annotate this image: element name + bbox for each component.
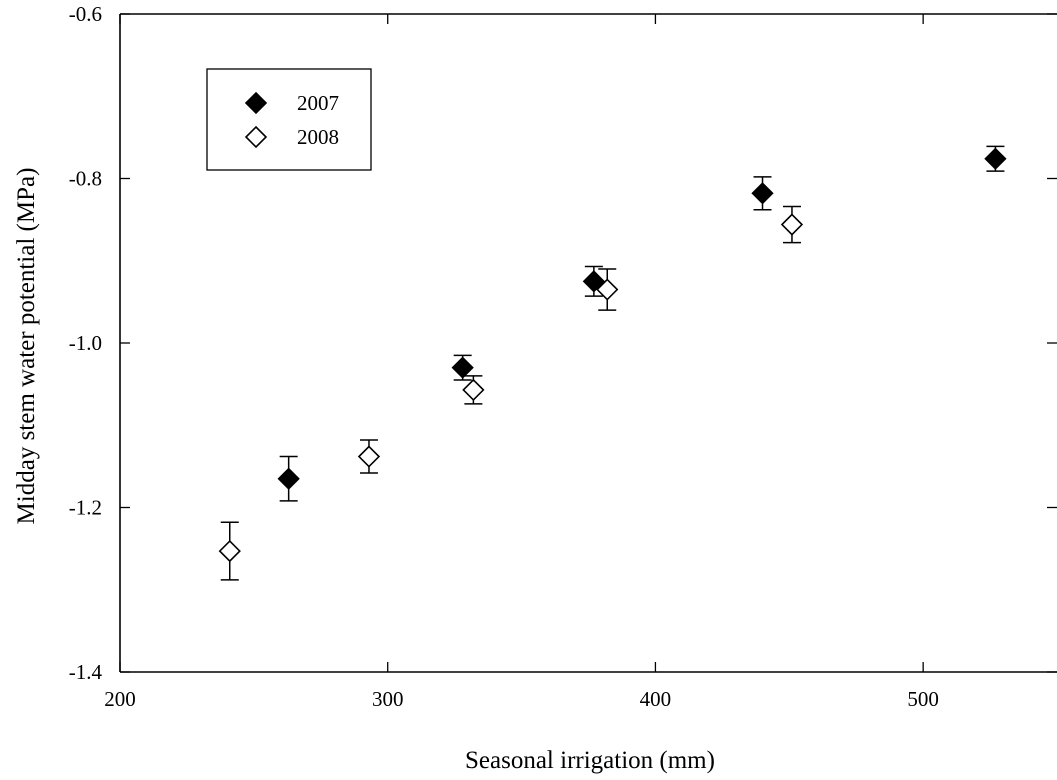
series-2008-point [357,445,381,468]
x-tick-label: 500 [907,687,939,711]
legend: 2007 2008 [206,68,372,171]
y-tick-label: -0.8 [69,167,102,191]
series-2007-point [582,270,605,293]
legend-label-2007: 2007 [297,91,339,115]
y-tick-label: -0.6 [69,2,102,26]
series-2008-point [596,278,619,301]
series-2008-point [218,539,241,563]
legend-box [206,68,372,171]
series-2008-point [462,378,485,402]
y-axis: -1.4 -1.2 -1.0 -0.8 -0.6 [69,2,1057,684]
series-2007-point [451,356,474,379]
series-2007-point [277,467,300,490]
series-2008-point [780,213,804,236]
x-tick-label: 300 [372,687,404,711]
y-tick-label: -1.2 [69,496,102,520]
x-axis: 200 300 400 500 [104,14,939,711]
legend-marker-2008 [244,125,268,149]
x-tick-label: 400 [640,687,672,711]
data-marks [218,145,1007,581]
x-tick-label: 200 [104,687,136,711]
series-2007-point [984,147,1007,170]
series-2007-point [751,182,774,205]
legend-marker-2007 [244,91,268,115]
legend-label-2008: 2008 [297,125,339,149]
y-tick-label: -1.0 [69,331,102,355]
y-tick-label: -1.4 [69,660,103,684]
x-axis-title: Seasonal irrigation (mm) [465,747,715,774]
y-axis-title: Midday stem water potential (MPa) [13,168,40,525]
